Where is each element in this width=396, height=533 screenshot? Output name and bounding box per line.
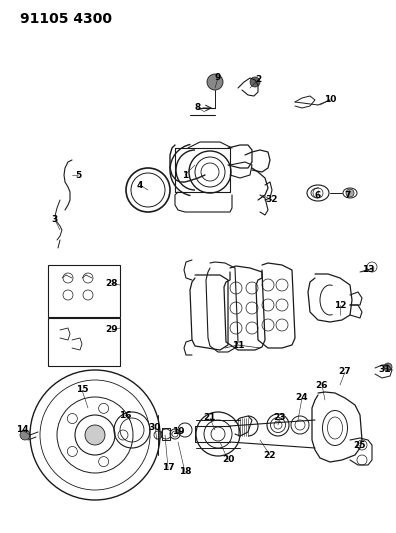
Text: 5: 5 xyxy=(75,171,81,180)
Text: 3: 3 xyxy=(52,215,58,224)
Text: 26: 26 xyxy=(316,381,328,390)
Circle shape xyxy=(250,77,260,87)
Text: 29: 29 xyxy=(106,326,118,335)
Text: 15: 15 xyxy=(76,385,88,394)
Text: 8: 8 xyxy=(195,103,201,112)
Text: 17: 17 xyxy=(162,464,174,472)
Text: 25: 25 xyxy=(354,440,366,449)
Text: 18: 18 xyxy=(179,467,191,477)
Text: 2: 2 xyxy=(255,76,261,85)
Text: 16: 16 xyxy=(119,410,131,419)
Text: 12: 12 xyxy=(334,301,346,310)
Circle shape xyxy=(207,74,223,90)
Text: 14: 14 xyxy=(16,425,28,434)
Circle shape xyxy=(384,363,392,371)
Text: 91105 4300: 91105 4300 xyxy=(20,12,112,26)
Circle shape xyxy=(346,189,354,197)
Text: 31: 31 xyxy=(379,366,391,375)
Text: 20: 20 xyxy=(222,456,234,464)
Text: 7: 7 xyxy=(345,190,351,199)
Text: 19: 19 xyxy=(172,427,184,437)
Text: 13: 13 xyxy=(362,265,374,274)
Text: 30: 30 xyxy=(149,424,161,432)
Bar xyxy=(48,265,120,317)
Text: 21: 21 xyxy=(204,414,216,423)
Text: 22: 22 xyxy=(264,450,276,459)
Text: 32: 32 xyxy=(266,196,278,205)
Text: 24: 24 xyxy=(296,393,308,402)
Text: 4: 4 xyxy=(137,181,143,190)
Text: 10: 10 xyxy=(324,95,336,104)
Text: 1: 1 xyxy=(182,171,188,180)
Bar xyxy=(48,318,120,366)
Text: 27: 27 xyxy=(339,367,351,376)
Text: 9: 9 xyxy=(215,74,221,83)
Circle shape xyxy=(85,425,105,445)
Text: 23: 23 xyxy=(274,414,286,423)
Text: 6: 6 xyxy=(315,190,321,199)
Text: 28: 28 xyxy=(106,279,118,287)
Circle shape xyxy=(20,430,30,440)
Text: 11: 11 xyxy=(232,341,244,350)
